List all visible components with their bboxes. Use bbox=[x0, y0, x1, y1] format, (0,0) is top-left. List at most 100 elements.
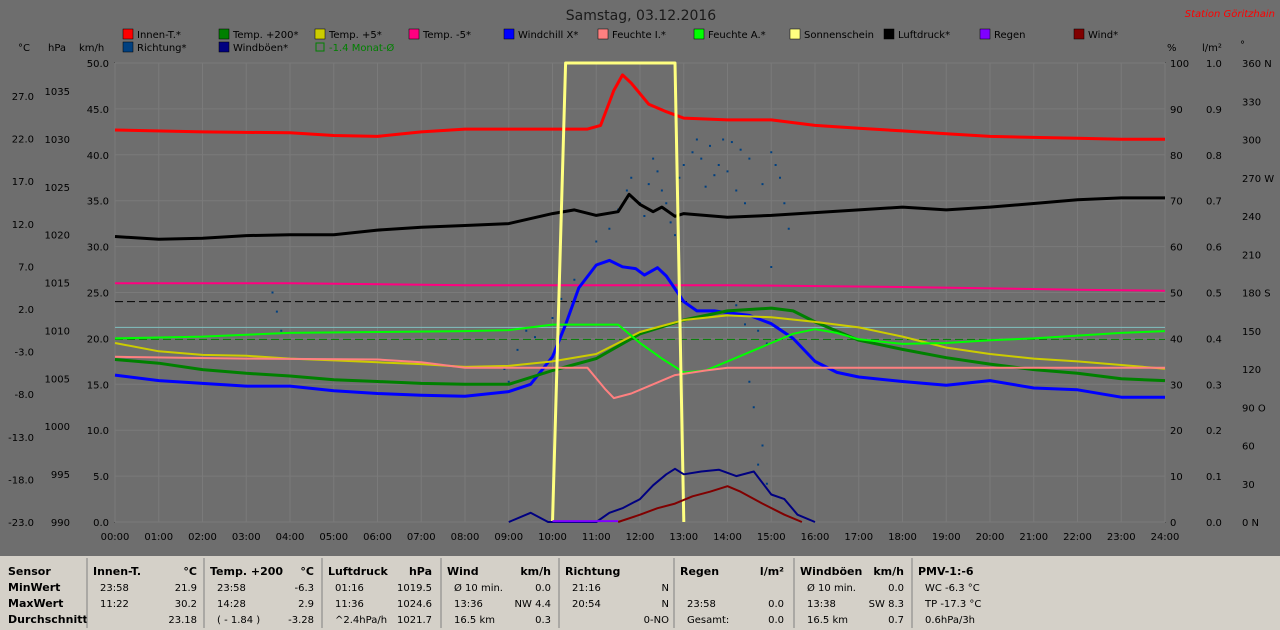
direction-point bbox=[525, 329, 528, 332]
direction-point bbox=[551, 317, 554, 319]
stat-time: 16.5 km bbox=[454, 615, 495, 626]
legend-item: Luftdruck* bbox=[883, 28, 950, 41]
legend-label: Windchill X* bbox=[518, 30, 578, 41]
group-title: Richtung bbox=[565, 565, 620, 578]
y-tick-percent: 70 bbox=[1170, 197, 1183, 208]
y-tick-hpa: 990 bbox=[51, 518, 70, 529]
direction-point bbox=[765, 342, 768, 345]
x-tick-label: 09:00 bbox=[494, 532, 523, 543]
legend-item: Temp. -5* bbox=[408, 28, 471, 41]
stat-time: ( - 1.84 ) bbox=[217, 615, 260, 626]
legend-label: Temp. +5* bbox=[328, 30, 382, 41]
direction-point bbox=[704, 185, 707, 188]
unit-kmh: km/h bbox=[79, 43, 104, 54]
y-tick-kmh: 25.0 bbox=[87, 289, 109, 300]
stat-value: 21.9 bbox=[175, 583, 197, 594]
legend-label: -1.4 Monat-Ø bbox=[329, 42, 394, 54]
stat-value: 0.7 bbox=[888, 615, 904, 626]
stat-value: 30.2 bbox=[175, 599, 197, 610]
legend-label: Wind* bbox=[1088, 30, 1118, 41]
x-tick-label: 16:00 bbox=[801, 532, 830, 543]
y-tick-rain: 0.4 bbox=[1206, 334, 1222, 345]
direction-point bbox=[739, 148, 742, 151]
y-tick-direction: 150 bbox=[1242, 327, 1261, 338]
stat-value: N bbox=[662, 599, 669, 610]
x-tick-label: 14:00 bbox=[713, 532, 742, 543]
y-tick-percent: 50 bbox=[1170, 289, 1183, 300]
stat-time: WC -6.3 °C bbox=[925, 583, 980, 594]
y-tick-celsius: 7.0 bbox=[18, 262, 34, 273]
y-tick-celsius: 17.0 bbox=[12, 177, 34, 188]
direction-point bbox=[757, 329, 760, 332]
y-tick-hpa: 1020 bbox=[45, 231, 70, 242]
legend-label: Innen-T.* bbox=[137, 30, 181, 41]
series-line bbox=[617, 485, 803, 523]
unit-degree: ° bbox=[1240, 40, 1245, 51]
legend-label: Temp. +200* bbox=[232, 30, 298, 41]
legend-swatch bbox=[883, 28, 895, 40]
y-tick-percent: 20 bbox=[1170, 426, 1183, 437]
direction-point bbox=[573, 278, 576, 281]
unit-percent: % bbox=[1167, 43, 1177, 54]
y-tick-celsius: 2.0 bbox=[18, 305, 34, 316]
y-tick-rain: 0.7 bbox=[1206, 197, 1222, 208]
direction-point bbox=[787, 227, 790, 230]
y-tick-direction: 0 N bbox=[1242, 518, 1259, 529]
legend-swatch bbox=[408, 28, 420, 40]
direction-point bbox=[700, 157, 703, 160]
legend-label: Richtung* bbox=[137, 43, 187, 54]
y-tick-kmh: 35.0 bbox=[87, 197, 109, 208]
series-line bbox=[551, 61, 686, 523]
y-tick-kmh: 20.0 bbox=[87, 334, 109, 345]
group-title: Luftdruck bbox=[328, 565, 389, 578]
direction-point bbox=[678, 176, 681, 179]
y-tick-celsius: -3.0 bbox=[14, 348, 34, 359]
y-tick-hpa: 1005 bbox=[45, 374, 70, 385]
group-unit: km/h bbox=[520, 565, 551, 578]
stat-value: 0.0 bbox=[768, 599, 784, 610]
direction-point bbox=[682, 164, 685, 166]
y-tick-celsius: -23.0 bbox=[8, 518, 34, 529]
group-title: Innen-T. bbox=[93, 565, 141, 578]
stat-value: -6.3 bbox=[294, 583, 314, 594]
y-tick-rain: 0.0 bbox=[1206, 518, 1222, 529]
direction-point bbox=[726, 170, 729, 173]
legend-swatch bbox=[218, 41, 230, 53]
direction-point bbox=[735, 189, 738, 192]
series-line bbox=[114, 355, 1165, 400]
direction-point bbox=[630, 176, 633, 179]
x-tick-label: 04:00 bbox=[276, 532, 305, 543]
stat-value: NW 4.4 bbox=[515, 599, 551, 610]
stat-time: TP -17.3 °C bbox=[924, 599, 981, 610]
legend-item: Regen bbox=[979, 28, 1026, 41]
series-line bbox=[114, 73, 1165, 141]
legend-label: Regen bbox=[994, 30, 1026, 41]
group-unit: °C bbox=[300, 565, 314, 578]
group-title: Temp. +200 bbox=[210, 565, 283, 578]
legend-item: -1.4 Monat-Ø bbox=[315, 42, 394, 54]
y-tick-kmh: 30.0 bbox=[87, 243, 109, 254]
station-name: Station Göritzhain bbox=[1185, 9, 1275, 20]
direction-point bbox=[722, 138, 725, 141]
direction-point bbox=[748, 157, 751, 160]
unit-rain: l/m² bbox=[1202, 43, 1222, 54]
legend-swatch bbox=[503, 28, 515, 40]
legend-swatch bbox=[597, 28, 609, 40]
direction-point bbox=[595, 240, 598, 243]
y-tick-hpa: 1035 bbox=[45, 87, 70, 98]
legend-item: Feuchte A.* bbox=[693, 28, 766, 41]
legend-label: Windböen* bbox=[233, 43, 288, 54]
direction-point bbox=[674, 234, 676, 237]
y-tick-kmh: 15.0 bbox=[87, 380, 109, 391]
direction-point bbox=[713, 174, 716, 177]
y-tick-rain: 0.1 bbox=[1206, 472, 1222, 483]
legend-label: Sonnenschein bbox=[804, 30, 874, 41]
direction-point bbox=[770, 151, 773, 154]
y-tick-kmh: 10.0 bbox=[87, 426, 109, 437]
legend-label: Luftdruck* bbox=[898, 30, 950, 41]
stat-time: Ø 10 min. bbox=[807, 582, 856, 594]
x-tick-label: 22:00 bbox=[1063, 532, 1092, 543]
direction-point bbox=[748, 380, 751, 383]
group-unit: km/h bbox=[873, 565, 904, 578]
stat-time: 23:58 bbox=[217, 583, 246, 594]
